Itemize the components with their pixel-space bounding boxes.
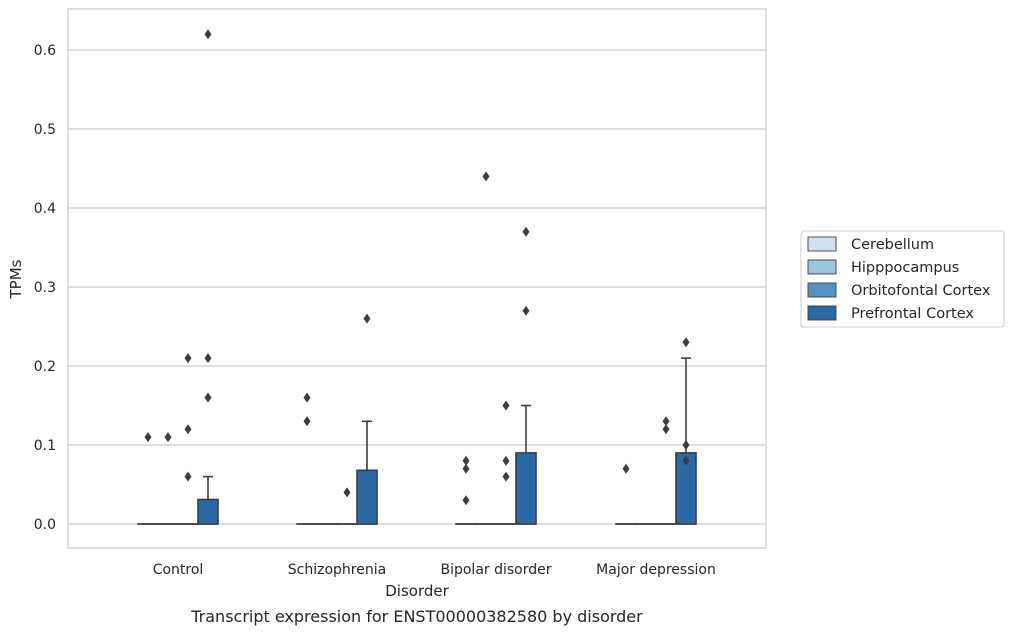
legend-swatch-1	[807, 259, 837, 275]
legend-swatch-0	[807, 236, 837, 252]
box-2-3	[655, 416, 677, 525]
outlier-point-1	[522, 226, 530, 237]
x-tick-label-2: Bipolar disorder	[440, 562, 551, 578]
gridlines	[68, 49, 766, 525]
outlier-point-0	[662, 424, 670, 435]
outlier-point-0	[204, 392, 212, 403]
legend-label-1: Hipppocampus	[851, 260, 959, 276]
outlier-point-0	[164, 432, 172, 443]
box-3-2	[515, 226, 537, 525]
outlier-point-1	[502, 455, 510, 466]
box-1-2	[475, 171, 497, 525]
outlier-point-0	[522, 305, 530, 316]
outlier-point-0	[184, 471, 192, 482]
outlier-point-0	[622, 463, 630, 474]
y-tick-label-2: 0.2	[34, 359, 56, 375]
boxes-layer	[137, 29, 697, 525]
plot-frame	[67, 8, 767, 549]
x-tick-label-1: Schizophrenia	[288, 562, 386, 578]
x-axis-title: Disorder	[385, 582, 449, 600]
outlier-point-0	[482, 171, 490, 182]
outlier-point-0	[462, 495, 470, 506]
y-tick-label-6: 0.6	[34, 43, 56, 59]
outlier-point-0	[502, 471, 510, 482]
y-tick-label-3: 0.3	[34, 280, 56, 296]
legend-label-0: Cerebellum	[851, 237, 934, 253]
chart-caption: Transcript expression for ENST0000038258…	[190, 607, 643, 626]
y-tick-label-0: 0.0	[34, 517, 56, 533]
outlier-point-2	[682, 337, 690, 348]
y-tick-label-5: 0.5	[34, 122, 56, 138]
box-2-1	[336, 487, 358, 525]
outlier-point-0	[682, 455, 690, 466]
outlier-point-1	[682, 440, 690, 450]
box-2-2	[495, 400, 517, 525]
x-tick-label-0: Control	[153, 562, 204, 578]
legend-frame	[800, 230, 1005, 328]
box-0-1	[296, 392, 318, 525]
box-1-0	[157, 432, 179, 525]
box-0-3	[615, 463, 637, 525]
outlier-point-2	[502, 400, 510, 411]
outlier-point-2	[462, 455, 470, 466]
outlier-point-1	[662, 416, 670, 427]
outlier-point-0	[303, 416, 311, 427]
box-0-2	[455, 455, 477, 525]
x-tick-label-3: Major depression	[596, 562, 716, 578]
y-axis-title: TPMs	[7, 259, 25, 299]
box-rect	[356, 469, 378, 525]
outlier-point-0	[343, 487, 351, 498]
legend: Cerebellum Hipppocampus Orbitofontal Corte…	[800, 230, 1005, 328]
x-tick-labels: Control Schizophrenia Bipolar disorder Majo…	[153, 562, 716, 578]
y-tick-label-1: 0.1	[34, 438, 56, 454]
box-rect	[515, 452, 537, 525]
y-tick-labels: 0.0 0.1 0.2 0.3 0.4 0.5 0.6	[34, 43, 56, 533]
legend-label-2: Orbitofontal Cortex	[851, 283, 991, 299]
y-tick-label-4: 0.4	[34, 201, 56, 217]
outlier-point-1	[303, 392, 311, 403]
outlier-point-2	[184, 353, 192, 364]
outlier-point-2	[204, 29, 212, 40]
legend-label-3: Prefrontal Cortex	[851, 306, 974, 322]
box-3-1	[356, 313, 378, 525]
box-3-0	[197, 29, 219, 525]
outlier-point-1	[184, 424, 192, 435]
outlier-point-0	[363, 313, 371, 324]
box-2-0	[177, 353, 199, 525]
legend-swatch-3	[807, 305, 837, 321]
box-rect	[197, 498, 219, 525]
box-0-0	[137, 432, 159, 525]
legend-swatch-2	[807, 282, 837, 298]
outlier-point-0	[144, 432, 152, 443]
outlier-point-1	[462, 463, 470, 474]
box-3-3	[675, 337, 697, 525]
outlier-point-1	[204, 353, 212, 364]
